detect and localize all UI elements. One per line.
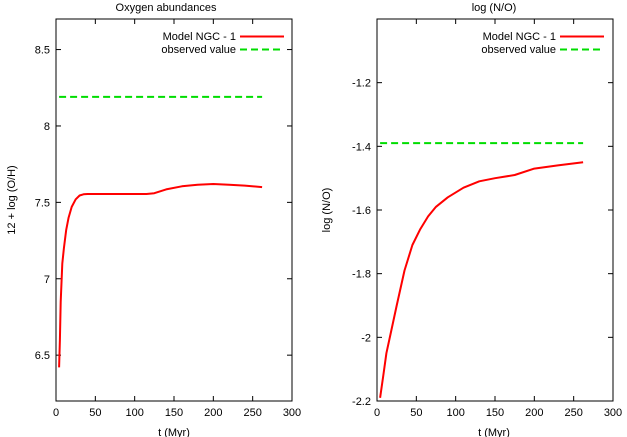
axis-ticks [376,19,614,402]
x-tick-label: 100 [125,407,143,419]
legend: Model NGC - 1 observed value [481,31,604,56]
model-line [379,161,584,398]
x-tick-label: 0 [374,407,380,419]
plot-frame [55,18,293,402]
plot-title: Oxygen abundances [116,2,217,14]
oxygen-abundances-panel: Oxygen abundances t (Myr) 12 + log (O/H)… [6,2,301,437]
x-tick-label: 250 [243,407,261,419]
axis-ticks [55,19,293,401]
x-tick-label: 150 [486,407,504,419]
log-no-panel: log (N/O) t (Myr) log (N/O) 0 50 100 150 200… [321,2,622,437]
legend-label-model: Model NGC - 1 [483,31,556,43]
model-line [58,183,263,368]
y-tick-label: -2.2 [352,396,371,408]
x-axis-label: t (Myr) [158,427,190,437]
plot-title: log (N/O) [472,2,517,14]
legend: Model NGC - 1 observed value [161,31,284,56]
legend-label-observed: observed value [481,44,556,56]
y-tick-label: 7.5 [35,197,50,209]
y-tick-label: -1.2 [352,78,371,90]
x-tick-label: 100 [446,407,464,419]
y-tick-label: 8.5 [35,45,50,57]
plot-frame [376,18,614,402]
x-tick-label: 200 [204,407,222,419]
x-tick-label: 150 [165,407,183,419]
axis-tick-labels: 0 50 100 150 200 250 300 6.5 7 7.5 8 8.5 [35,45,301,419]
x-tick-label: 50 [89,407,101,419]
axis-tick-labels: 0 50 100 150 200 250 300 -2.2 -2 -1.8 -1.6 -1.4 -1.2 [352,78,622,419]
y-tick-label: -1.4 [352,141,371,153]
y-tick-label: -1.8 [352,269,371,281]
y-tick-label: -1.6 [352,205,371,217]
y-tick-label: -2 [361,332,371,344]
y-tick-label: 6.5 [35,350,50,362]
x-tick-label: 250 [564,407,582,419]
y-tick-label: 8 [44,121,50,133]
x-axis-label: t (Myr) [478,427,510,437]
y-axis-label: log (N/O) [321,188,333,233]
legend-label-observed: observed value [161,44,236,56]
x-tick-label: 300 [283,407,301,419]
x-tick-label: 300 [604,407,622,419]
plot-series [379,142,584,398]
legend-label-model: Model NGC - 1 [163,31,236,43]
y-tick-label: 7 [44,274,50,286]
x-tick-label: 0 [53,407,59,419]
y-axis-label: 12 + log (O/H) [6,165,18,234]
x-tick-label: 50 [410,407,422,419]
x-tick-label: 200 [525,407,543,419]
plot-series [58,95,263,368]
